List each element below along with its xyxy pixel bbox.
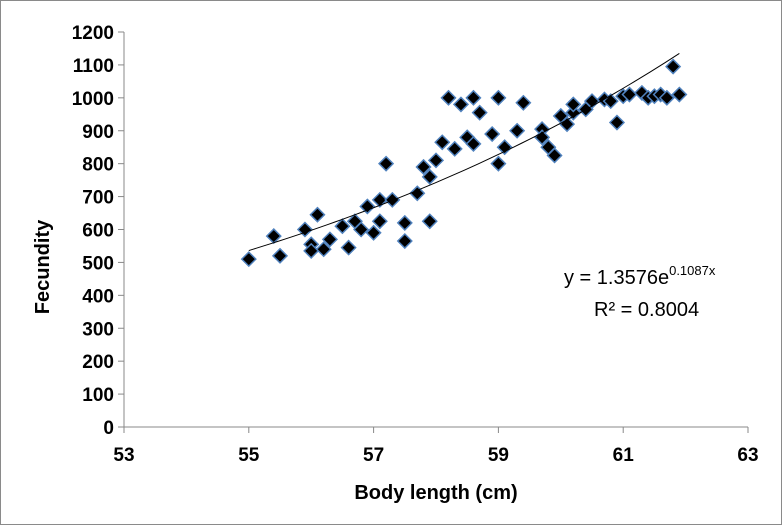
data-point [427,152,445,169]
data-point [658,89,675,106]
data-point [452,96,470,113]
data-point [378,155,395,172]
data-point [396,214,413,231]
data-point [271,247,289,264]
x-tick-label: 55 [238,445,260,466]
y-tick-label: 500 [82,253,114,274]
data-point [296,221,314,238]
y-tick-label: 900 [82,122,114,143]
data-point [309,206,326,223]
data-point [446,140,463,157]
equation-exponent: 0.1087x [669,263,716,278]
y-tick-label: 700 [82,188,114,209]
y-tick-label: 1000 [72,89,114,110]
data-point [359,198,376,215]
data-point [565,104,582,121]
data-point [421,213,438,230]
data-point [484,125,501,143]
data-point [440,89,457,106]
data-point [546,147,563,164]
x-tick-label: 61 [613,445,635,466]
data-point [490,89,507,106]
x-axis-ticks: 53 55 57 59 61 63 [113,427,759,466]
data-point [490,155,507,172]
data-point [465,135,482,152]
data-point [608,114,626,131]
x-tick-label: 59 [488,445,509,466]
data-point [371,213,388,230]
x-tick-label: 57 [363,445,384,466]
data-point [471,104,488,121]
data-point [365,224,382,241]
data-point [515,94,532,111]
x-tick-label: 53 [113,445,134,466]
data-point [334,218,351,235]
data-points [240,58,688,268]
data-point [415,158,432,176]
data-point [321,231,338,248]
x-tick-label: 63 [737,445,758,466]
data-point [396,232,413,250]
data-point [340,239,357,256]
y-tick-label: 300 [82,319,114,340]
data-point [371,191,388,208]
data-point [565,96,582,113]
y-tick-label: 0 [103,418,114,439]
y-tick-label: 200 [82,352,114,373]
trendline-equation: y = 1.3576e0.1087x [564,263,716,289]
data-point [240,251,257,268]
y-tick-label: 100 [82,385,114,406]
y-axis-ticks: 0 100 200 300 400 500 600 700 800 900 1000 1100 1200 [72,23,124,439]
y-tick-label: 600 [82,221,114,242]
y-tick-label: 1100 [73,56,114,77]
data-point [621,86,638,103]
x-axis-title: Body length (cm) [354,482,517,504]
y-tick-label: 1200 [72,23,114,44]
data-point [303,242,320,259]
data-point [665,58,682,75]
y-axis-title: Fecundity [32,219,54,314]
data-point [384,191,401,208]
data-point [496,139,513,156]
data-point [409,185,426,202]
equation-base: y = 1.3576e [564,267,669,289]
y-tick-label: 800 [82,155,114,176]
trendline [248,53,680,252]
r-squared-label: R² = 0.8004 [594,299,699,321]
data-point [353,221,370,238]
data-point [671,86,688,103]
data-point [434,134,451,151]
data-point [465,89,482,106]
y-tick-label: 400 [82,286,114,307]
data-point [315,241,332,258]
data-point [421,168,438,185]
data-point [509,122,526,139]
